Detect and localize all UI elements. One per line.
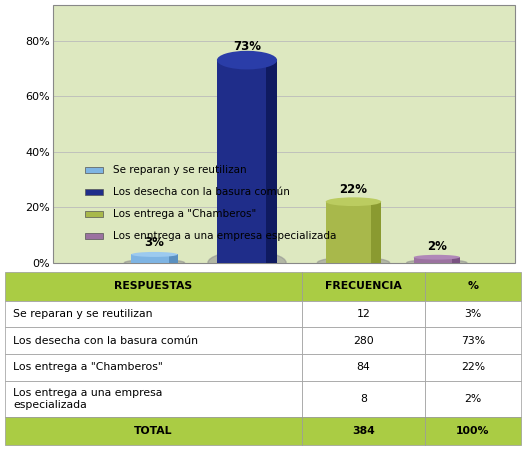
- Text: 12: 12: [357, 309, 370, 319]
- Bar: [5, 354, 302, 381]
- Text: Los entrega a una empresa
especializada: Los entrega a una empresa especializada: [13, 388, 163, 409]
- Bar: [302, 272, 426, 301]
- Bar: [426, 354, 521, 381]
- Bar: [85, 233, 103, 238]
- Bar: [5, 301, 302, 327]
- Text: Los entrega a "Chamberos": Los entrega a "Chamberos": [13, 362, 163, 372]
- Text: 280: 280: [353, 336, 374, 346]
- Text: Los desecha con la basura común: Los desecha con la basura común: [113, 187, 290, 197]
- Bar: [426, 417, 521, 445]
- Bar: [169, 254, 178, 263]
- Text: 84: 84: [357, 362, 370, 372]
- Ellipse shape: [317, 257, 390, 268]
- Bar: [302, 327, 426, 354]
- Bar: [426, 381, 521, 417]
- Text: 100%: 100%: [457, 426, 490, 436]
- Bar: [426, 301, 521, 327]
- Text: 73%: 73%: [461, 336, 485, 346]
- Bar: [371, 202, 381, 263]
- Text: FRECUENCIA: FRECUENCIA: [325, 281, 402, 291]
- Bar: [302, 354, 426, 381]
- Ellipse shape: [208, 251, 286, 274]
- Bar: [266, 60, 277, 263]
- Bar: [302, 301, 426, 327]
- Text: Se reparan y se reutilizan: Se reparan y se reutilizan: [113, 165, 246, 175]
- Text: 22%: 22%: [461, 362, 485, 372]
- Text: 73%: 73%: [233, 40, 261, 53]
- Text: Los enntrega a una empresa especializada: Los enntrega a una empresa especializada: [113, 230, 336, 241]
- Bar: [326, 202, 381, 263]
- Bar: [426, 327, 521, 354]
- Bar: [5, 327, 302, 354]
- Bar: [85, 211, 103, 217]
- Ellipse shape: [124, 260, 185, 266]
- Ellipse shape: [132, 252, 178, 257]
- Bar: [413, 257, 460, 263]
- Bar: [132, 254, 178, 263]
- Text: Se reparan y se reutilizan: Se reparan y se reutilizan: [13, 309, 153, 319]
- Bar: [5, 272, 302, 301]
- Text: 8: 8: [360, 394, 367, 404]
- Text: 22%: 22%: [339, 183, 368, 196]
- Bar: [85, 167, 103, 173]
- Bar: [302, 417, 426, 445]
- Text: 2%: 2%: [464, 394, 482, 404]
- Text: 2%: 2%: [427, 240, 447, 253]
- Bar: [302, 381, 426, 417]
- Text: 3%: 3%: [145, 236, 164, 249]
- Text: 3%: 3%: [464, 309, 482, 319]
- Ellipse shape: [326, 197, 381, 206]
- Bar: [217, 60, 277, 263]
- Text: %: %: [468, 281, 479, 291]
- Text: Los entrega a "Chamberos": Los entrega a "Chamberos": [113, 209, 256, 219]
- Text: RESPUESTAS: RESPUESTAS: [114, 281, 193, 291]
- Text: 384: 384: [352, 426, 375, 436]
- Ellipse shape: [413, 255, 460, 260]
- Ellipse shape: [217, 51, 277, 70]
- Text: Los desecha con la basura común: Los desecha con la basura común: [13, 336, 198, 346]
- Bar: [5, 417, 302, 445]
- Bar: [53, 5, 515, 263]
- Text: TOTAL: TOTAL: [134, 426, 173, 436]
- Bar: [5, 381, 302, 417]
- Bar: [426, 272, 521, 301]
- Bar: [85, 189, 103, 195]
- Ellipse shape: [407, 260, 467, 266]
- Bar: [452, 257, 460, 263]
